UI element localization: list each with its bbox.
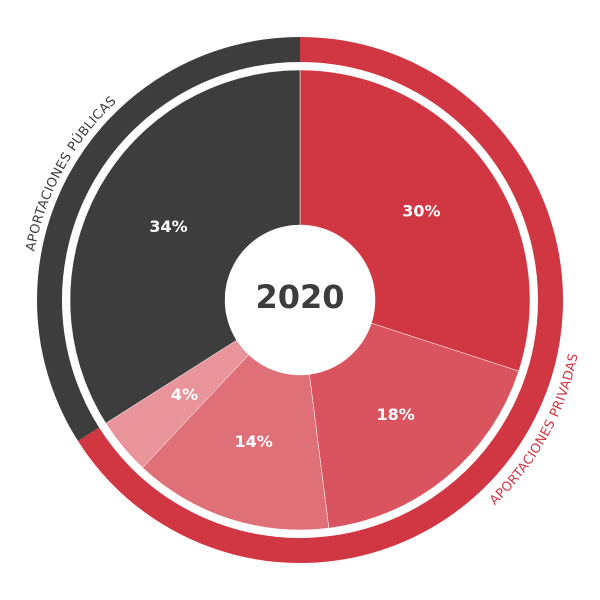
ring-segment <box>77 37 563 563</box>
value-label: 4% <box>171 385 198 404</box>
donut: 30% 18% 14% 4% 34% <box>69 69 531 531</box>
ring-segment <box>37 37 301 441</box>
value-label: 30% <box>402 201 440 220</box>
center-hole <box>225 225 375 375</box>
value-label: 18% <box>376 405 414 424</box>
value-label: 14% <box>234 432 272 451</box>
value-label: 34% <box>149 217 187 236</box>
center-label: 2020 <box>255 278 344 316</box>
